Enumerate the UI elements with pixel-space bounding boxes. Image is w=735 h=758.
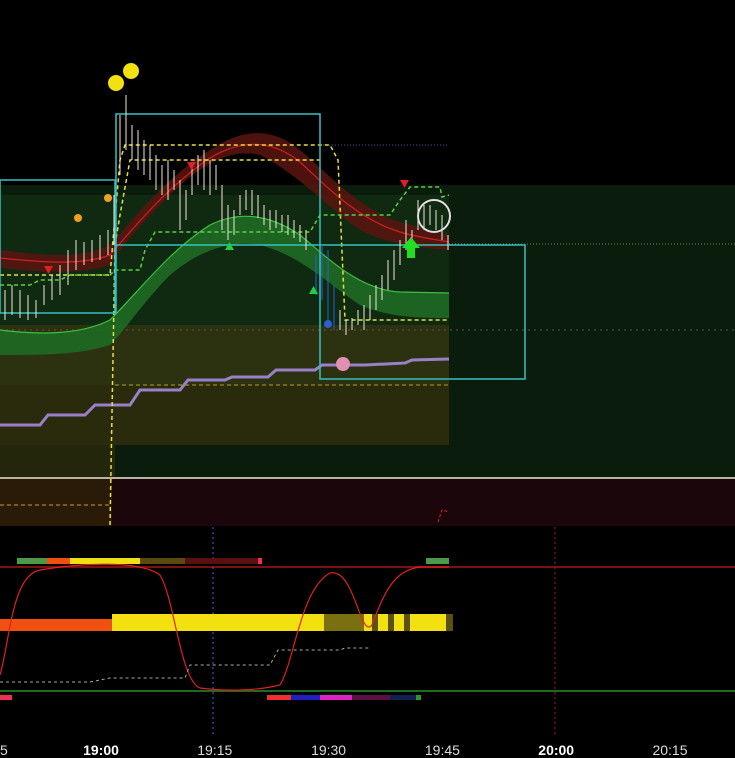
green-band <box>0 216 449 355</box>
zone <box>0 479 735 526</box>
yellow-dash <box>0 144 449 321</box>
state-strip <box>17 558 449 564</box>
marker <box>123 63 139 79</box>
marker <box>74 214 82 222</box>
purple-line <box>0 357 450 427</box>
bottom-strip <box>0 695 421 700</box>
red-dash <box>437 509 450 523</box>
marker <box>104 194 112 202</box>
marker <box>417 199 451 233</box>
marker <box>108 75 124 91</box>
red-band <box>0 133 449 272</box>
zone <box>0 445 115 477</box>
time-label: 19:45 <box>425 742 460 758</box>
zone <box>0 479 112 526</box>
time-axis: 5 19:00 19:15 19:30 19:45 20:00 20:15 <box>0 742 688 758</box>
time-label: 19:15 <box>197 742 232 758</box>
green-dash <box>0 186 450 286</box>
price-bars <box>4 95 449 335</box>
oscillator <box>0 563 449 691</box>
green-band-line <box>0 215 450 334</box>
time-label: 5 <box>0 742 8 758</box>
time-label: 20:15 <box>652 742 687 758</box>
price-bars-blue <box>315 245 335 330</box>
time-label: 20:00 <box>538 742 574 758</box>
time-label: 19:30 <box>311 742 346 758</box>
time-label: 19:00 <box>83 742 119 758</box>
yellow-dash <box>109 159 320 526</box>
marker <box>336 357 350 371</box>
range-boxes <box>0 113 526 380</box>
up-arrow <box>402 237 420 258</box>
marker <box>324 320 332 328</box>
signal-line <box>0 647 370 683</box>
heat-strip <box>0 614 453 631</box>
